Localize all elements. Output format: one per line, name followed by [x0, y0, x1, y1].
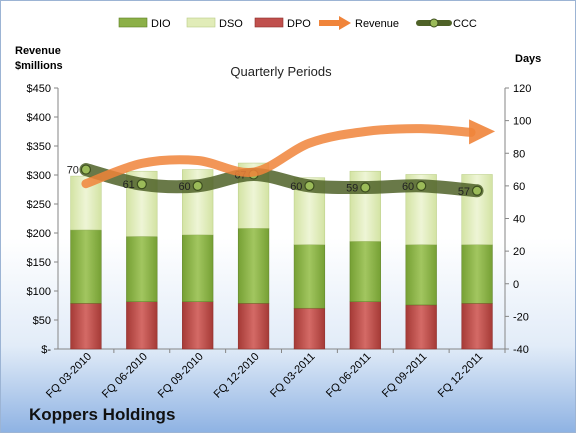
legend-swatch-dpo [254, 17, 284, 28]
left-axis-title-line2: $millions [15, 60, 63, 72]
dpo-bar [293, 307, 326, 350]
company-name: Koppers Holdings [29, 405, 176, 424]
ccc-data-label: 70 [67, 165, 79, 177]
right-axis-title: Days [515, 53, 541, 65]
x-tick-label: FQ 06-2011 [324, 351, 373, 400]
revenue-line [81, 124, 476, 189]
x-tick-label: FQ 12-2011 [436, 351, 485, 400]
left-tick-label: $250 [27, 199, 51, 211]
dio-bar [70, 229, 102, 304]
legend-revenue-arrowhead [339, 16, 351, 30]
ccc-data-label: 60 [290, 181, 302, 193]
right-tick-label: 60 [513, 181, 525, 193]
ccc-point [360, 182, 371, 193]
dio-bar [461, 244, 493, 304]
ccc-point [304, 180, 315, 191]
left-tick-label: $300 [27, 170, 51, 182]
ccc-data-label: 61 [123, 179, 135, 191]
x-tick-label: FQ 12-2010 [212, 351, 262, 401]
dio-bar [293, 244, 326, 309]
chart-subtitle: Quarterly Periods [230, 64, 332, 79]
legend-label-ccc: CCC [453, 18, 477, 30]
left-tick-label: $450 [27, 83, 51, 95]
dpo-bar [70, 303, 102, 350]
left-tick-label: $50 [33, 315, 51, 327]
dpo-bar [182, 301, 214, 350]
right-tick-label: 100 [513, 116, 531, 128]
left-tick-label: $150 [27, 257, 51, 269]
x-tick-label: FQ 03-2011 [268, 351, 317, 400]
dpo-bar [405, 304, 437, 350]
left-tick-label: $- [41, 344, 51, 356]
x-tick-label: FQ 03-2010 [44, 351, 94, 401]
ccc-point [192, 180, 203, 191]
right-tick-label: -20 [513, 311, 529, 323]
ccc-point [471, 185, 483, 196]
ccc-point [136, 179, 147, 190]
dio-bar [349, 241, 381, 302]
legend-label-dpo: DPO [287, 18, 311, 30]
right-tick-label: -40 [513, 344, 529, 356]
right-tick-label: 0 [513, 279, 519, 291]
dpo-bar [461, 303, 493, 350]
right-tick-label: 120 [513, 83, 531, 95]
ccc-data-label: 60 [402, 181, 414, 193]
revenue-arrowhead [469, 119, 496, 145]
left-tick-label: $100 [27, 286, 51, 298]
x-tick-label: FQ 06-2010 [100, 351, 150, 401]
dpo-bar [349, 301, 381, 350]
legend-label-dso: DSO [219, 18, 243, 30]
x-tick-label: FQ 09-2010 [156, 351, 206, 401]
right-tick-label: 40 [513, 214, 525, 226]
legend-ccc-dot [429, 18, 439, 28]
ccc-point [416, 180, 427, 191]
left-tick-label: $200 [27, 228, 51, 240]
left-tick-label: $400 [27, 112, 51, 124]
dio-bar [237, 228, 270, 304]
dio-bar [182, 234, 214, 302]
legend-swatch-dso [186, 17, 216, 28]
legend-swatch-dio [118, 17, 148, 28]
left-axis-title-line1: Revenue [15, 45, 61, 57]
dio-bar [405, 244, 437, 306]
dpo-bar [126, 301, 158, 350]
ccc-data-label: 57 [458, 186, 470, 198]
legend-label-dio: DIO [151, 18, 171, 30]
right-tick-label: 20 [513, 246, 525, 258]
left-tick-label: $350 [27, 141, 51, 153]
ccc-data-label: 59 [346, 183, 358, 195]
dio-bar [126, 236, 158, 302]
right-tick-label: 80 [513, 148, 525, 160]
ccc-point [80, 164, 92, 175]
x-tick-label: FQ 09-2011 [380, 351, 429, 400]
legend-label-revenue: Revenue [355, 18, 399, 30]
dpo-bar [237, 303, 270, 350]
ccc-data-label: 60 [178, 181, 190, 193]
